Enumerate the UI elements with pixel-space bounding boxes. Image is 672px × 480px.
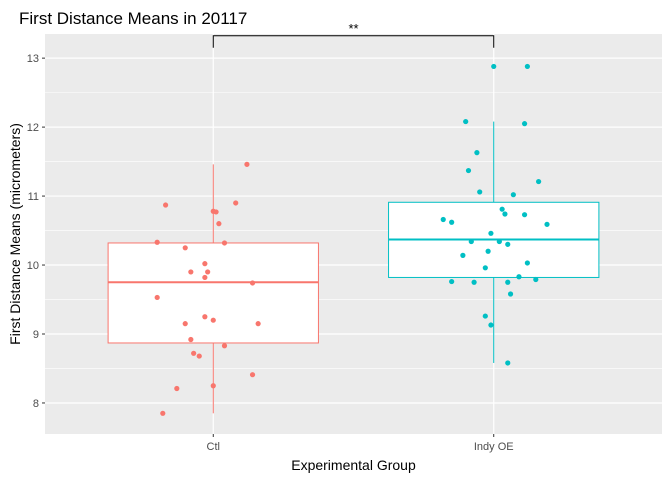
y-tick-label: 9 [33,329,39,341]
data-point [154,239,160,245]
data-point [154,294,160,301]
significance-label: ** [348,21,358,36]
y-axis-title: First Distance Means (micrometers) [7,123,23,345]
y-tick-label: 11 [28,191,39,203]
data-point [491,63,497,70]
data-point [174,385,180,392]
data-point [221,343,228,349]
data-point [460,252,466,258]
significance-annotation: ** [212,21,495,48]
data-point [524,63,530,70]
data-point [485,248,491,254]
data-point [233,200,239,206]
data-point [477,189,483,195]
data-point [162,202,169,208]
data-point [196,353,202,359]
data-point [202,261,208,267]
boxes-layer [107,121,600,414]
data-point [505,360,511,366]
data-point [488,322,494,328]
data-point [505,279,511,285]
data-point [191,350,197,356]
data-point [244,161,250,167]
data-point [221,240,228,246]
data-point [249,280,256,286]
y-tick-label: 12 [27,122,39,134]
data-point [496,238,502,245]
data-point [449,278,455,285]
data-point [521,121,528,127]
data-point [216,221,222,227]
data-point [510,192,516,198]
data-point [524,260,530,266]
chart-title: First Distance Means in 20117 [19,9,247,28]
data-point [516,274,522,280]
x-tick-label: Indy OE [474,441,514,453]
y-tick-label: 8 [33,398,39,410]
points-layer [154,63,550,416]
data-point [202,314,208,320]
data-point [507,291,514,297]
data-point [440,216,446,223]
data-point [202,274,208,281]
data-point [505,241,511,247]
data-point [465,167,472,174]
data-point [449,219,455,225]
data-point [499,206,505,212]
data-point [463,118,469,125]
data-point [255,321,261,327]
data-point [182,321,188,327]
data-point [188,269,194,275]
data-point [188,336,194,343]
data-point [521,212,528,218]
data-point [544,221,550,227]
data-point [482,265,488,271]
data-point [502,211,508,217]
significance-bracket [212,35,495,48]
data-point [536,178,542,185]
data-point [468,238,474,245]
data-point [488,230,494,236]
data-point [210,317,216,323]
data-point [533,276,539,283]
data-point [474,150,480,156]
data-point [471,279,477,285]
data-point [213,209,219,215]
data-point [160,410,166,416]
x-axis: Ctl Indy OE [207,434,514,453]
y-tick-label: 10 [27,260,39,272]
x-axis-title: Experimental Group [291,457,416,473]
data-point [249,372,256,378]
x-tick-label: Ctl [207,441,220,453]
data-point [210,383,216,389]
data-point [482,313,488,319]
data-point [182,245,188,251]
y-axis: 8 9 10 11 12 13 [27,53,45,410]
box-ctl [107,242,319,344]
data-point [205,269,211,275]
y-tick-label: 13 [27,53,39,65]
